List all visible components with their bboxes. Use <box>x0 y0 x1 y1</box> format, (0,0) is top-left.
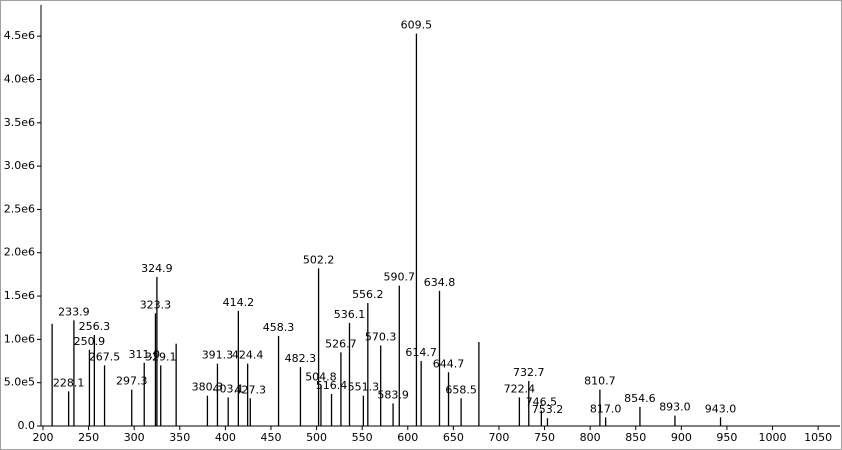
peak-label: 536.1 <box>334 308 366 321</box>
peak-label: 722.4 <box>504 382 536 395</box>
x-tick-label: 350 <box>169 431 190 444</box>
peak-label: 233.9 <box>58 305 90 318</box>
peak-label: 414.2 <box>223 296 255 309</box>
x-tick-label: 500 <box>306 431 327 444</box>
peak-label: 943.0 <box>705 402 737 415</box>
peak-label: 556.2 <box>352 288 384 301</box>
y-tick-label: 0.0 <box>18 419 36 432</box>
peak-label: 228.1 <box>53 376 85 389</box>
peak-label: 614.7 <box>405 346 437 359</box>
x-tick-label: 250 <box>78 431 99 444</box>
x-tick-label: 900 <box>671 431 692 444</box>
peak-label: 329.1 <box>145 350 177 363</box>
peak-label: 658.5 <box>445 383 477 396</box>
peak-label: 753.2 <box>532 403 564 416</box>
peak-label: 590.7 <box>384 271 416 284</box>
x-tick-label: 400 <box>215 431 236 444</box>
peak-label: 893.0 <box>659 401 691 414</box>
x-tick-label: 1050 <box>804 431 832 444</box>
y-tick-label: 4.0e6 <box>4 72 35 85</box>
peak-label: 644.7 <box>433 357 465 370</box>
y-tick-label: 2.5e6 <box>4 202 35 215</box>
peak-label: 458.3 <box>263 321 295 334</box>
x-tick-label: 950 <box>716 431 737 444</box>
peak-label: 380.3 <box>192 381 224 394</box>
x-tick-label: 750 <box>534 431 555 444</box>
peak-label: 746.5 <box>526 395 558 408</box>
peak-label: 502.2 <box>303 253 335 266</box>
peak-label: 482.3 <box>285 352 317 365</box>
peak-label: 516.4 <box>316 379 348 392</box>
y-tick-label: 4.5e6 <box>4 29 35 42</box>
x-tick-label: 450 <box>260 431 281 444</box>
y-tick-label: 5.0e5 <box>4 376 35 389</box>
y-tick-label: 3.0e6 <box>4 159 35 172</box>
x-tick-label: 550 <box>352 431 373 444</box>
x-tick-label: 800 <box>580 431 601 444</box>
peak-label: 583.9 <box>377 388 409 401</box>
x-tick-label: 650 <box>443 431 464 444</box>
peak-label: 311.0 <box>128 348 160 361</box>
peak-label: 403.1 <box>212 382 244 395</box>
peak-label: 634.8 <box>424 276 456 289</box>
peak-label: 854.6 <box>624 392 656 405</box>
y-tick-label: 1.5e6 <box>4 289 35 302</box>
y-tick-label: 2.0e6 <box>4 246 35 259</box>
peak-label: 256.3 <box>79 320 111 333</box>
peak-label: 551.3 <box>348 381 380 394</box>
peak-label: 810.7 <box>584 375 616 388</box>
peak-label: 297.3 <box>116 375 148 388</box>
y-tick-label: 3.5e6 <box>4 116 35 129</box>
peak-label: 427.3 <box>235 383 267 396</box>
x-tick-label: 300 <box>124 431 145 444</box>
x-tick-label: 700 <box>488 431 509 444</box>
peak-label: 526.7 <box>325 337 357 350</box>
peak-label: 504.8 <box>305 370 337 383</box>
peak-label: 609.5 <box>401 19 433 32</box>
y-tick-label: 1.0e6 <box>4 332 35 345</box>
peak-label: 732.7 <box>513 366 545 379</box>
peak-label: 570.3 <box>365 330 397 343</box>
peak-label: 267.5 <box>89 350 121 363</box>
peak-label: 323.3 <box>140 298 172 311</box>
peak-label: 324.9 <box>141 262 173 275</box>
peak-label: 250.9 <box>74 335 106 348</box>
x-tick-label: 600 <box>397 431 418 444</box>
peak-label: 391.3 <box>202 349 234 362</box>
x-tick-label: 1000 <box>759 431 787 444</box>
x-tick-label: 850 <box>625 431 646 444</box>
x-tick-label: 200 <box>33 431 54 444</box>
peak-label: 817.0 <box>590 402 622 415</box>
peak-label: 424.4 <box>232 349 264 362</box>
